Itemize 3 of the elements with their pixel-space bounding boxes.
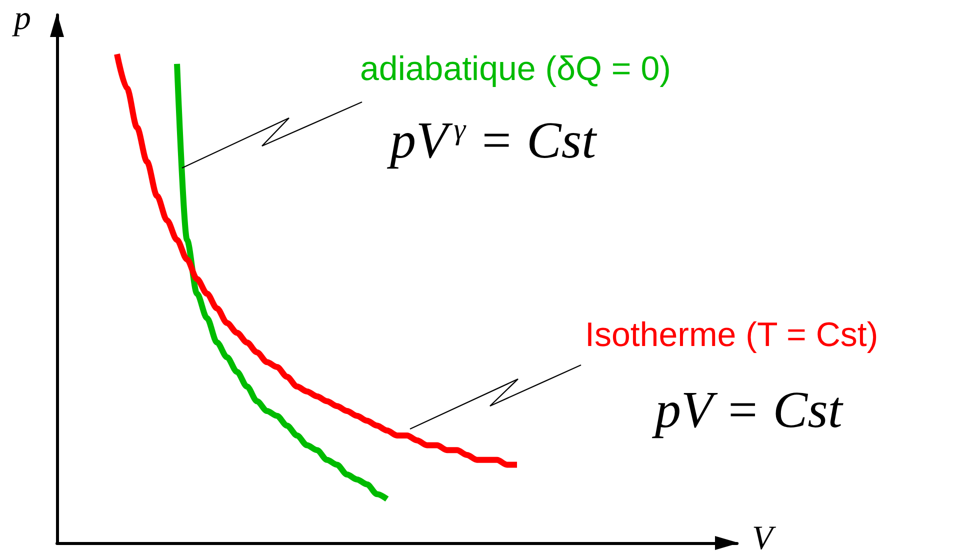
text: adiabatique (δQ = 0)	[360, 50, 671, 88]
y-axis-title: p	[14, 0, 31, 37]
text: Isotherme (T = Cst)	[585, 316, 878, 354]
